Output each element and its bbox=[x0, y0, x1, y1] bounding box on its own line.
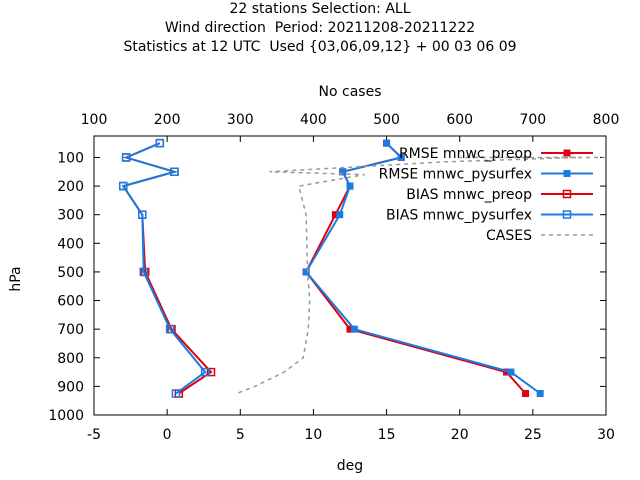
data-point bbox=[346, 182, 354, 190]
axis-ticks: -5 0 5 10 15 20 25 30 100 200 300 400 500 600 700 800 10… bbox=[48, 112, 619, 443]
top-tick-label: 200 bbox=[154, 112, 181, 128]
data-point bbox=[200, 367, 210, 377]
data-point bbox=[397, 153, 405, 161]
legend-swatch-marker bbox=[562, 210, 572, 219]
y-tick-label: 300 bbox=[57, 208, 84, 224]
chart-title-line-1: 22 stations Selection: ALL bbox=[229, 1, 411, 17]
x-axis-label: deg bbox=[337, 458, 363, 474]
x-tick-label: 0 bbox=[163, 427, 172, 443]
top-tick-label: 300 bbox=[227, 112, 254, 128]
data-point bbox=[336, 211, 344, 219]
legend: RMSE mnwc_preop RMSE mnwc_pysurfex BIAS mn… bbox=[379, 146, 593, 244]
y-tick-label: 200 bbox=[57, 179, 84, 195]
data-point bbox=[139, 267, 148, 277]
x-tick-label: 10 bbox=[305, 427, 323, 443]
y-axis-label: hPa bbox=[8, 266, 24, 291]
series-layer bbox=[119, 138, 606, 398]
top-tick-label: 100 bbox=[81, 112, 108, 128]
y-tick-label: 400 bbox=[57, 236, 84, 252]
x-tick-label: 25 bbox=[524, 427, 542, 443]
data-point bbox=[138, 210, 147, 219]
data-point bbox=[119, 181, 128, 191]
y-tick-label: 800 bbox=[57, 351, 84, 367]
top-tick-label: 700 bbox=[519, 112, 546, 128]
data-point bbox=[206, 367, 216, 377]
y-tick-label: 600 bbox=[57, 294, 84, 310]
y-tick-label: 500 bbox=[57, 265, 84, 281]
top-axis-label: No cases bbox=[319, 84, 382, 100]
data-point bbox=[170, 167, 179, 177]
x-tick-label: -5 bbox=[87, 427, 101, 443]
legend-label: BIAS mnwc_preop bbox=[406, 187, 532, 203]
chart-title-line-3: Statistics at 12 UTC Used {03,06,09,12} … bbox=[123, 39, 517, 55]
y-tick-label: 1000 bbox=[48, 408, 84, 424]
x-tick-label: 15 bbox=[378, 427, 396, 443]
legend-label: RMSE mnwc_preop bbox=[399, 146, 532, 162]
x-tick-label: 30 bbox=[597, 427, 615, 443]
data-point bbox=[346, 325, 354, 333]
data-point bbox=[331, 211, 339, 219]
data-point bbox=[522, 390, 530, 398]
data-point bbox=[383, 139, 391, 147]
data-point bbox=[350, 325, 358, 333]
series-line bbox=[121, 142, 213, 395]
chart-title-line-2: Wind direction Period: 20211208-20211222 bbox=[164, 20, 476, 36]
top-tick-label: 800 bbox=[593, 112, 620, 128]
series-line bbox=[121, 142, 207, 395]
series-4 bbox=[236, 156, 606, 395]
data-point bbox=[507, 368, 515, 376]
series-2 bbox=[119, 138, 216, 398]
data-point bbox=[171, 389, 181, 398]
legend-label: RMSE mnwc_pysurfex bbox=[379, 167, 532, 183]
series-3 bbox=[119, 138, 210, 398]
data-point bbox=[503, 368, 511, 376]
x-tick-label: 20 bbox=[451, 427, 469, 443]
legend-label: CASES bbox=[486, 228, 532, 244]
plot-frame bbox=[93, 135, 607, 416]
series-line bbox=[236, 156, 606, 395]
top-tick-label: 400 bbox=[300, 112, 327, 128]
data-point bbox=[121, 153, 131, 162]
y-tick-label: 100 bbox=[57, 150, 84, 166]
data-point bbox=[339, 168, 347, 176]
legend-label: BIAS mnwc_pysurfex bbox=[386, 208, 532, 224]
legend-swatch-marker bbox=[563, 170, 571, 177]
y-tick-label: 900 bbox=[57, 379, 84, 395]
x-tick-label: 5 bbox=[236, 427, 245, 443]
data-point bbox=[536, 390, 544, 398]
y-tick-label: 700 bbox=[57, 322, 84, 338]
data-point bbox=[155, 138, 165, 148]
legend-swatch-marker bbox=[562, 189, 572, 199]
top-tick-label: 500 bbox=[373, 112, 400, 128]
legend-swatch-marker bbox=[563, 149, 571, 157]
data-point bbox=[302, 268, 310, 276]
top-tick-label: 600 bbox=[446, 112, 473, 128]
data-point bbox=[165, 324, 175, 334]
series-1 bbox=[302, 139, 544, 398]
